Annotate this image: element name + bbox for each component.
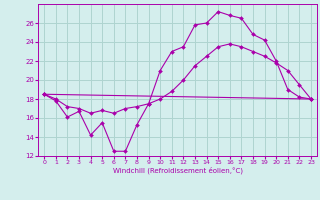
- X-axis label: Windchill (Refroidissement éolien,°C): Windchill (Refroidissement éolien,°C): [113, 167, 243, 174]
